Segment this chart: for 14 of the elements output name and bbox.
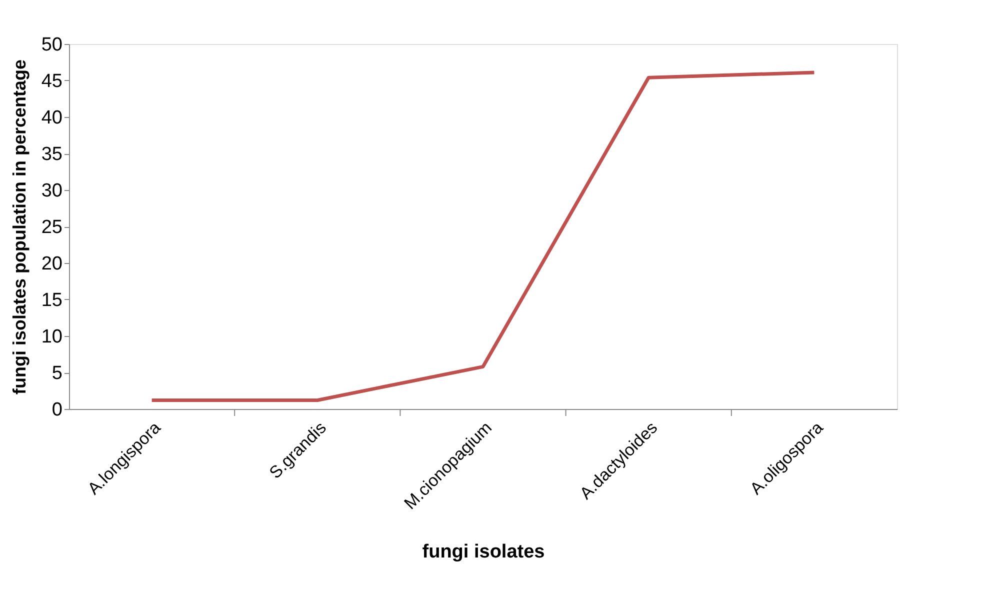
y-axis-title: fungi isolates population in percentage (9, 59, 30, 395)
x-axis-title: fungi isolates (422, 541, 545, 562)
y-tick-label: 40 (41, 108, 62, 128)
y-tick-label: 10 (41, 326, 62, 348)
y-tick-label: 50 (41, 34, 62, 56)
y-tick-label: 45 (41, 71, 62, 92)
y-tick-label: 15 (41, 290, 62, 311)
y-tick-label: 20 (41, 254, 62, 274)
y-tick-label: 25 (41, 217, 62, 238)
y-tick-label: 5 (52, 363, 62, 384)
y-tick-label: 30 (41, 180, 62, 202)
line-series (150, 70, 816, 402)
y-tick-label: 35 (41, 144, 62, 165)
y-tick-label: 0 (52, 400, 62, 420)
